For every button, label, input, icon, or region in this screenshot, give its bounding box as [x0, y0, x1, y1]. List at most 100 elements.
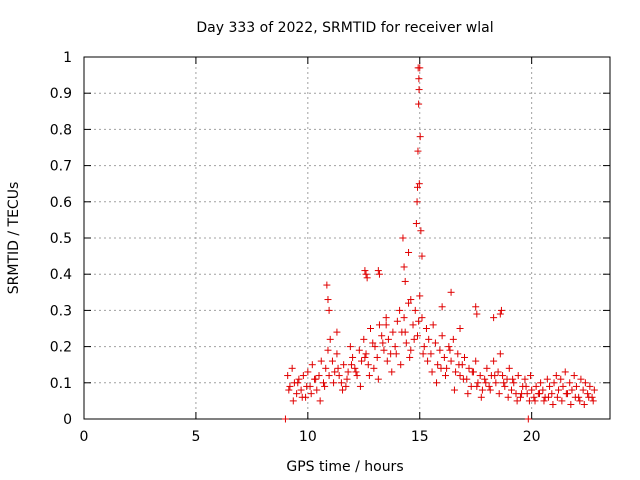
data-point [476, 372, 484, 380]
data-point [380, 346, 388, 354]
data-point [431, 339, 439, 347]
data-point [455, 361, 463, 369]
data-point [581, 379, 589, 387]
y-tick-label: 0.9 [50, 86, 72, 102]
data-point [343, 375, 351, 383]
data-point [324, 346, 332, 354]
data-point [450, 386, 458, 394]
data-point [400, 314, 408, 322]
data-point [465, 364, 473, 372]
data-point [399, 234, 407, 242]
data-point [293, 390, 301, 398]
data-point [514, 372, 522, 380]
data-point [413, 198, 421, 206]
data-point [492, 379, 500, 387]
data-point [531, 397, 539, 405]
data-point [497, 306, 505, 314]
data-point [319, 379, 327, 387]
data-point [337, 379, 345, 387]
data-point [335, 372, 343, 380]
data-point [441, 372, 449, 380]
data-point [483, 364, 491, 372]
data-points [281, 64, 598, 423]
data-point [559, 382, 567, 390]
data-point [505, 364, 513, 372]
data-point [504, 393, 512, 401]
data-point [500, 379, 508, 387]
data-point [351, 364, 359, 372]
data-point [414, 64, 422, 72]
data-point [567, 401, 575, 409]
data-point [396, 306, 404, 314]
data-point [473, 382, 481, 390]
data-point [363, 274, 371, 282]
data-point [550, 379, 558, 387]
data-point [557, 375, 565, 383]
data-point [349, 353, 357, 361]
data-point [375, 270, 383, 278]
data-point [295, 375, 303, 383]
data-point [347, 361, 355, 369]
data-point [558, 397, 566, 405]
data-point [539, 386, 547, 394]
data-point [382, 321, 390, 329]
data-point [331, 368, 339, 376]
data-point [481, 375, 489, 383]
data-point [371, 343, 379, 351]
data-point [415, 86, 423, 94]
data-point [361, 267, 369, 275]
data-point [501, 382, 509, 390]
data-point [410, 335, 418, 343]
data-point [422, 325, 430, 332]
data-point [389, 328, 397, 336]
x-tick-label: 0 [80, 429, 89, 445]
data-point [438, 303, 446, 311]
data-point [391, 343, 399, 351]
data-point [566, 379, 574, 387]
data-point [522, 382, 530, 390]
data-point [415, 75, 423, 83]
data-point [406, 353, 414, 361]
data-point [360, 335, 368, 343]
data-point [454, 350, 462, 358]
data-point [482, 379, 490, 387]
data-point [461, 353, 469, 361]
data-point [375, 321, 383, 329]
data-point [330, 379, 338, 387]
data-point [286, 382, 294, 390]
data-point [549, 401, 557, 409]
data-point [384, 335, 392, 343]
data-point [589, 397, 597, 405]
data-point [427, 350, 435, 358]
data-point [340, 361, 348, 369]
data-point [478, 386, 486, 394]
data-point [544, 393, 552, 401]
data-point [509, 375, 517, 383]
data-point [388, 368, 396, 376]
data-point [496, 350, 504, 358]
data-point [579, 386, 587, 394]
data-point [294, 379, 302, 387]
data-point [382, 314, 390, 322]
data-point [313, 386, 321, 394]
x-tick-label: 15 [411, 429, 429, 445]
y-tick-label: 0.8 [50, 122, 72, 138]
x-axis-label: GPS time / hours [286, 459, 403, 475]
data-point [568, 386, 576, 394]
data-point [447, 357, 455, 365]
data-point [428, 368, 436, 376]
data-point [510, 379, 518, 387]
data-point [315, 372, 323, 380]
data-point [440, 353, 448, 361]
data-point [400, 263, 408, 271]
data-point [353, 372, 361, 380]
data-point [530, 393, 538, 401]
data-point [485, 382, 493, 390]
data-point [590, 386, 598, 394]
data-point [553, 393, 561, 401]
data-point [490, 314, 498, 322]
data-point [524, 415, 532, 423]
x-tick-label: 10 [299, 429, 317, 445]
data-point [456, 372, 464, 380]
